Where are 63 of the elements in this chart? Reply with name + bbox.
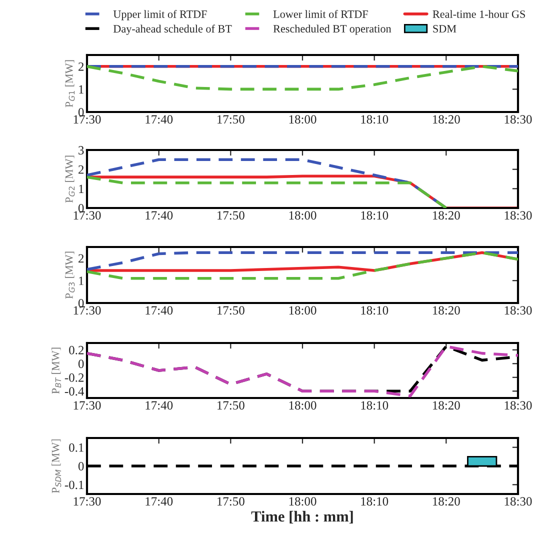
- x-tick-label: 18:20: [433, 401, 460, 410]
- x-tick-label: 17:30: [74, 306, 101, 315]
- y-tick-label: 1: [79, 85, 84, 94]
- x-tick-label: 17:30: [74, 211, 101, 220]
- x-tick-label: 18:10: [361, 401, 388, 410]
- legend-label: Upper limit of RTDF: [113, 10, 207, 20]
- x-tick-label: 18:00: [289, 497, 316, 506]
- x-tick-label: 18:10: [361, 211, 388, 220]
- x-tick-label: 18:30: [504, 401, 532, 410]
- x-tick-label: 18:20: [433, 497, 460, 506]
- y-tick-label: 2: [78, 254, 84, 263]
- y-tick-label: -0.1: [64, 480, 84, 490]
- y-tick-label: 0: [78, 360, 84, 368]
- x-tick-label: 18:00: [289, 401, 316, 410]
- y-tick-label: 0.1: [69, 443, 84, 452]
- line-series: [87, 251, 518, 280]
- y-tick-label: 2: [78, 62, 84, 71]
- x-tick-label: 17:50: [218, 306, 244, 315]
- legend-label: Rescheduled BT operation: [273, 24, 392, 35]
- x-tick-label: 18:00: [289, 306, 316, 315]
- line-series: [87, 65, 518, 91]
- y-tick-label: 2: [78, 165, 84, 174]
- x-tick-label: 18:20: [433, 211, 460, 220]
- x-tick-label: 17:50: [218, 497, 244, 506]
- x-tick-label: 17:40: [146, 497, 173, 506]
- x-tick-label: 18:30: [504, 306, 532, 315]
- x-tick-label: 17:40: [146, 115, 173, 124]
- y-axis-title: P$_{G2}$ [MW]: [65, 156, 75, 203]
- y-axis-title: P$_{G3}$ [MW]: [65, 252, 75, 299]
- x-tick-label: 17:40: [146, 211, 173, 220]
- x-tick-label: 17:50: [218, 211, 244, 220]
- legend-label: Lower limit of RTDF: [273, 10, 368, 18]
- x-tick-label: 18:00: [289, 211, 316, 220]
- x-tick-label: 18:20: [433, 306, 460, 315]
- x-tick-label: 18:30: [504, 497, 532, 506]
- x-tick-label: 17:40: [146, 401, 173, 410]
- y-tick-label: 3: [78, 146, 84, 154]
- legend-label: Day-ahead schedule of BT: [113, 24, 232, 35]
- x-tick-label: 18:10: [361, 497, 388, 506]
- x-tick-label: 17:40: [146, 306, 173, 315]
- y-tick-label: 0.2: [69, 346, 84, 354]
- y-tick-label: 1: [79, 276, 84, 285]
- x-tick-label: 17:50: [218, 115, 244, 124]
- y-tick-label: 1: [79, 184, 84, 194]
- x-tick-label: 18:30: [504, 115, 532, 124]
- x-tick-label: 18:20: [433, 115, 460, 124]
- legend-label: Real-time 1-hour GS: [432, 10, 525, 18]
- x-tick-label: 18:10: [361, 115, 388, 124]
- x-tick-label: 17:50: [218, 401, 244, 410]
- x-tick-label: 17:30: [74, 115, 101, 124]
- y-axis-title: P$_{G1}$ [MW]: [65, 60, 75, 108]
- y-axis-title: P$_{SDM}$ [MW]: [52, 439, 62, 494]
- x-axis-title: Time [hh : mm]: [251, 510, 353, 524]
- x-tick-label: 18:10: [361, 306, 388, 315]
- x-tick-label: 17:30: [74, 401, 101, 410]
- legend-label: SDM: [433, 25, 456, 33]
- y-axis-title: P$_{BT}$ [MW]: [52, 348, 62, 394]
- x-tick-label: 18:00: [289, 115, 316, 124]
- y-tick-label: 0: [78, 462, 84, 470]
- x-tick-label: 17:30: [74, 497, 101, 506]
- x-tick-label: 18:30: [504, 211, 532, 220]
- y-tick-label: -0.4: [64, 387, 84, 396]
- y-tick-label: -0.2: [64, 373, 84, 382]
